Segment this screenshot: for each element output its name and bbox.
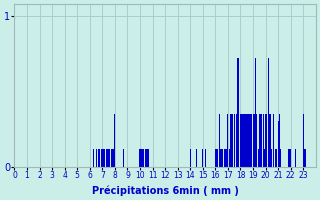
Bar — [275, 149, 276, 167]
Bar — [99, 149, 100, 167]
Bar — [229, 149, 230, 167]
Bar — [103, 149, 104, 167]
Bar — [252, 114, 253, 167]
Bar — [305, 149, 306, 167]
Bar — [190, 149, 191, 167]
Bar — [265, 114, 266, 167]
Bar — [107, 149, 108, 167]
Bar — [123, 149, 124, 167]
Bar — [219, 114, 220, 167]
Bar — [108, 149, 109, 167]
Bar — [226, 149, 227, 167]
Bar — [280, 149, 281, 167]
Bar — [289, 149, 290, 167]
Bar — [304, 149, 305, 167]
Bar — [243, 114, 244, 167]
Bar — [102, 149, 103, 167]
Bar — [240, 114, 241, 167]
Bar — [237, 58, 238, 167]
Bar — [93, 149, 94, 167]
Bar — [249, 114, 250, 167]
X-axis label: Précipitations 6min ( mm ): Précipitations 6min ( mm ) — [92, 185, 239, 196]
Bar — [220, 149, 221, 167]
Bar — [256, 114, 257, 167]
Bar — [262, 114, 264, 167]
Bar — [254, 114, 255, 167]
Bar — [255, 58, 256, 167]
Bar — [113, 149, 114, 167]
Bar — [104, 149, 105, 167]
Bar — [143, 149, 144, 167]
Bar — [246, 114, 247, 167]
Bar — [260, 114, 261, 167]
Bar — [241, 114, 242, 167]
Bar — [245, 114, 246, 167]
Bar — [222, 149, 223, 167]
Bar — [217, 149, 219, 167]
Bar — [109, 149, 110, 167]
Bar — [279, 114, 280, 167]
Bar — [112, 149, 113, 167]
Bar — [142, 149, 143, 167]
Bar — [148, 149, 149, 167]
Bar — [295, 149, 296, 167]
Bar — [278, 121, 279, 167]
Bar — [196, 149, 197, 167]
Bar — [231, 114, 232, 167]
Bar — [268, 58, 269, 167]
Bar — [96, 149, 97, 167]
Bar — [250, 114, 251, 167]
Bar — [145, 149, 146, 167]
Bar — [271, 149, 272, 167]
Bar — [270, 114, 271, 167]
Bar — [221, 149, 222, 167]
Bar — [114, 114, 116, 167]
Bar — [111, 149, 112, 167]
Bar — [141, 149, 142, 167]
Bar — [276, 149, 277, 167]
Bar — [234, 114, 235, 167]
Bar — [100, 149, 102, 167]
Bar — [258, 149, 259, 167]
Bar — [215, 149, 216, 167]
Bar — [106, 149, 107, 167]
Bar — [230, 114, 231, 167]
Bar — [259, 114, 260, 167]
Bar — [146, 149, 147, 167]
Bar — [232, 114, 234, 167]
Bar — [251, 114, 252, 167]
Bar — [98, 149, 99, 167]
Bar — [269, 114, 270, 167]
Bar — [261, 114, 262, 167]
Bar — [224, 149, 225, 167]
Bar — [205, 149, 206, 167]
Bar — [288, 149, 289, 167]
Bar — [236, 114, 237, 167]
Bar — [147, 149, 148, 167]
Bar — [247, 114, 249, 167]
Bar — [273, 114, 274, 167]
Bar — [225, 149, 226, 167]
Bar — [244, 114, 245, 167]
Bar — [303, 114, 304, 167]
Bar — [266, 114, 268, 167]
Bar — [202, 149, 203, 167]
Bar — [290, 149, 291, 167]
Bar — [216, 149, 217, 167]
Bar — [264, 149, 265, 167]
